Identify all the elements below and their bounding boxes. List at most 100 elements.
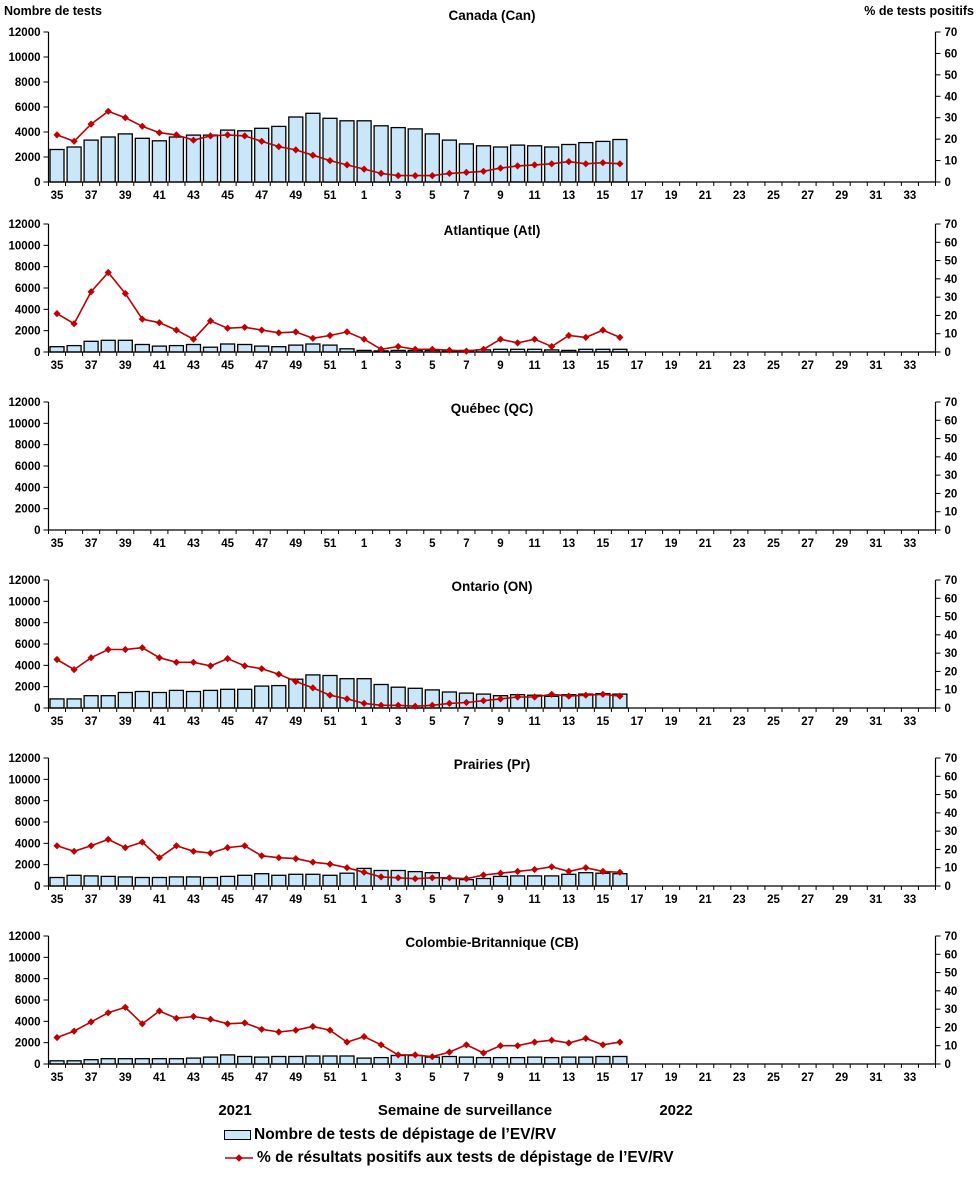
svg-text:31: 31 <box>869 538 882 550</box>
svg-text:33: 33 <box>904 1072 917 1084</box>
data-point-marker <box>582 160 590 168</box>
year-label-2021: 2021 <box>218 1102 252 1119</box>
bar <box>134 137 150 183</box>
svg-text:70: 70 <box>945 931 958 943</box>
data-point-marker <box>582 333 590 341</box>
svg-text:21: 21 <box>699 360 712 372</box>
data-point-marker <box>121 645 129 654</box>
right-axis-title: % de tests positifs <box>864 4 974 18</box>
svg-text:7: 7 <box>463 894 469 906</box>
svg-text:37: 37 <box>85 716 98 728</box>
svg-text:33: 33 <box>904 716 917 728</box>
svg-text:27: 27 <box>801 716 814 728</box>
svg-text:43: 43 <box>187 894 200 906</box>
svg-text:7: 7 <box>463 190 469 202</box>
data-point-marker <box>377 169 385 177</box>
svg-text:6000: 6000 <box>15 995 41 1007</box>
svg-text:0: 0 <box>34 881 40 893</box>
x-axis-ticks: 35 37 39 41 43 45 47 49 51 1 3 5 7 9 11 13 15 17 19 21 23 25 2… <box>48 1064 936 1084</box>
bar <box>595 872 611 887</box>
svg-text:2000: 2000 <box>15 860 41 872</box>
bar <box>202 689 219 709</box>
svg-text:8000: 8000 <box>15 974 41 986</box>
bar <box>322 344 338 353</box>
svg-text:5: 5 <box>429 1072 436 1084</box>
data-point-marker <box>104 645 112 654</box>
svg-text:39: 39 <box>119 716 132 728</box>
svg-text:20: 20 <box>945 1022 958 1034</box>
svg-text:47: 47 <box>255 1072 268 1084</box>
bar <box>100 339 116 353</box>
bar <box>219 688 236 709</box>
svg-text:21: 21 <box>699 894 712 906</box>
data-point-marker <box>275 1028 283 1036</box>
svg-text:20: 20 <box>945 666 958 678</box>
svg-text:9: 9 <box>497 1072 503 1084</box>
bar <box>49 698 65 709</box>
svg-text:39: 39 <box>119 190 132 202</box>
svg-text:5: 5 <box>429 360 436 372</box>
data-point-marker <box>462 698 470 707</box>
legend-label-tests: Nombre de tests de dépistage de l’EV/RV <box>254 1126 557 1143</box>
data-point-marker <box>599 159 607 167</box>
bar <box>219 875 236 887</box>
svg-text:25: 25 <box>767 716 780 728</box>
bar <box>254 345 270 353</box>
svg-text:12000: 12000 <box>9 397 41 409</box>
svg-text:11: 11 <box>529 1072 542 1084</box>
data-point-marker <box>189 658 198 666</box>
bar <box>492 1056 509 1065</box>
data-point-marker <box>514 339 522 347</box>
axes <box>47 580 937 709</box>
svg-text:41: 41 <box>153 716 166 728</box>
svg-text:0: 0 <box>34 703 40 715</box>
panel-title: Atlantique (Atl) <box>444 223 541 238</box>
data-point-marker <box>258 1025 266 1033</box>
data-point-marker <box>445 1048 453 1056</box>
bar <box>305 873 321 887</box>
bar <box>117 339 133 353</box>
svg-text:45: 45 <box>221 538 234 550</box>
data-point-marker <box>462 347 470 355</box>
svg-text:50: 50 <box>945 256 958 268</box>
svg-text:3: 3 <box>395 894 401 906</box>
svg-text:8000: 8000 <box>15 618 41 630</box>
panel-title: Québec (QC) <box>451 401 534 416</box>
data-point-marker <box>531 161 539 169</box>
data-point-marker <box>599 326 607 334</box>
x-axis-ticks: 35 37 39 41 43 45 47 49 51 1 3 5 7 9 11 13 15 17 19 21 23 25 2… <box>48 708 936 728</box>
data-point-marker <box>548 863 556 871</box>
svg-text:49: 49 <box>289 538 302 550</box>
svg-text:30: 30 <box>945 648 958 660</box>
data-point-marker <box>599 1041 607 1049</box>
bar <box>475 877 492 887</box>
svg-text:27: 27 <box>801 1072 814 1084</box>
data-point-marker <box>53 842 61 850</box>
svg-text:49: 49 <box>289 894 302 906</box>
svg-text:30: 30 <box>945 826 958 838</box>
data-point-marker <box>343 161 351 169</box>
right-axis-ticks: 0 10 20 30 40 50 60 70 <box>935 397 958 537</box>
svg-text:7: 7 <box>463 716 469 728</box>
bar <box>271 1055 287 1065</box>
svg-text:15: 15 <box>597 1072 610 1084</box>
data-point-marker <box>172 326 180 334</box>
left-axis-ticks: 0 2000 4000 6000 8000 10000 12000 <box>9 575 49 715</box>
right-axis-ticks: 0 10 20 30 40 50 60 70 <box>935 27 957 189</box>
svg-text:50: 50 <box>945 434 958 446</box>
data-point-marker <box>309 151 317 159</box>
data-point-marker <box>104 268 112 277</box>
data-point-marker <box>326 157 334 165</box>
svg-text:3: 3 <box>395 538 401 550</box>
svg-text:9: 9 <box>497 716 503 728</box>
data-point-marker <box>172 131 180 139</box>
svg-text:5: 5 <box>429 538 436 550</box>
svg-text:12000: 12000 <box>9 219 41 231</box>
svg-text:0: 0 <box>945 881 951 893</box>
x-axis-title: Semaine de surveillance <box>377 1102 553 1119</box>
bar <box>83 1059 99 1065</box>
svg-text:1: 1 <box>361 716 368 728</box>
line-swatch <box>225 1154 253 1162</box>
svg-text:3: 3 <box>395 190 401 202</box>
svg-text:47: 47 <box>255 538 268 550</box>
